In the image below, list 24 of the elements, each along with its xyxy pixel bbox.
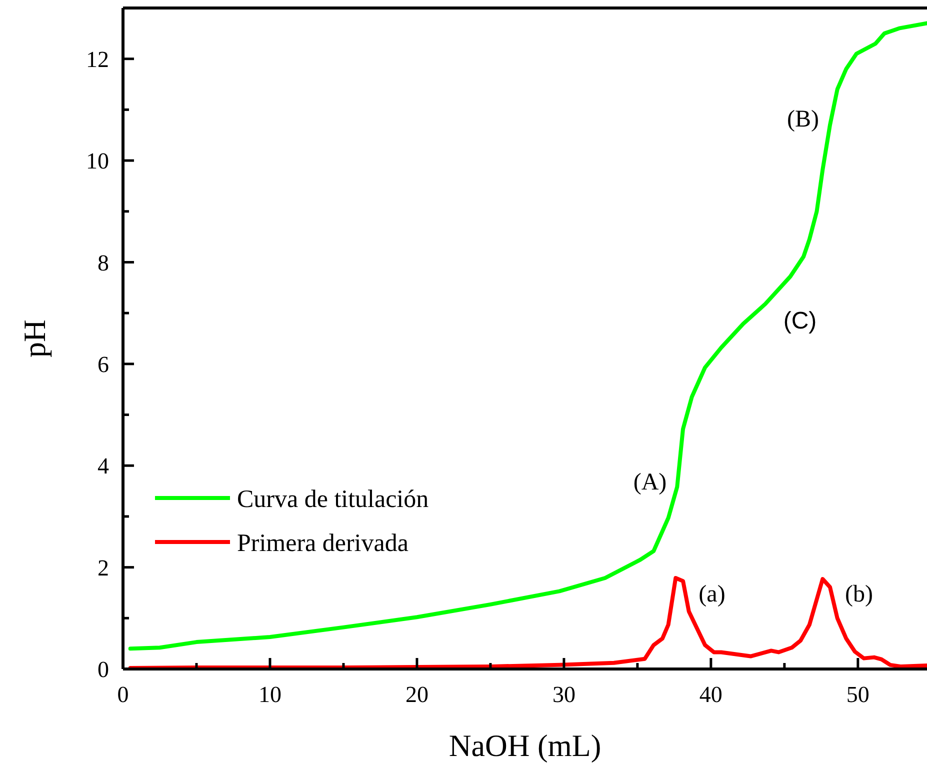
y-tick-label: 8 <box>98 250 109 276</box>
annotation: (a) <box>698 581 726 608</box>
y-tick-label: 6 <box>98 352 109 377</box>
legend-label: Primera derivada <box>237 530 408 557</box>
annotation: (b) <box>845 581 873 608</box>
line-series <box>128 576 927 669</box>
y-tick-label: 0 <box>98 657 109 682</box>
annotation: (C) <box>783 307 817 334</box>
y-axis-title: pH <box>17 320 52 358</box>
annotation: (B) <box>787 106 819 132</box>
x-tick-label: 0 <box>117 682 129 707</box>
y-tick-label: 2 <box>98 555 109 580</box>
annotation: (A) <box>633 469 667 496</box>
x-axis-title: NaOH (mL) <box>448 728 602 763</box>
y-tick-label: 10 <box>86 148 109 174</box>
y-tick-label: 4 <box>98 454 110 479</box>
x-tick-label: 10 <box>258 682 282 707</box>
x-tick-label: 20 <box>405 682 428 707</box>
x-tick-label: 40 <box>699 682 722 707</box>
y-tick-label: 12 <box>86 46 109 72</box>
line-series <box>128 21 927 651</box>
legend-label: Curva de titulación <box>237 486 430 513</box>
x-tick-label: 50 <box>846 682 870 707</box>
x-tick-label: 30 <box>552 682 576 707</box>
